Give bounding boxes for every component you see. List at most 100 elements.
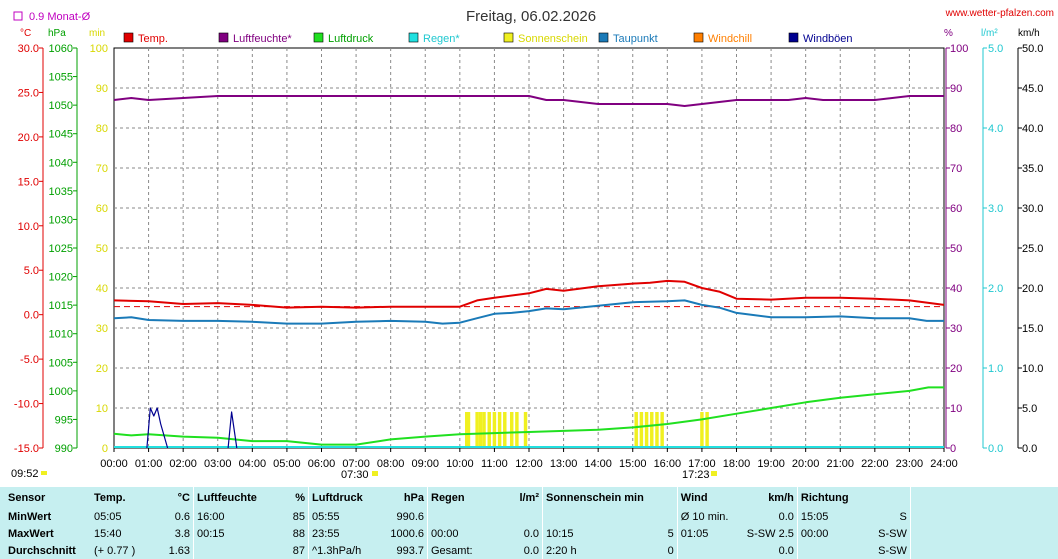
x-tick-label: 02:00 (169, 458, 197, 470)
rain-tick-label: 4.0 (988, 123, 1003, 135)
sunshine-bar (700, 412, 704, 448)
chart-title: Freitag, 06.02.2026 (466, 8, 596, 25)
stats-cell: 0.6 (174, 510, 190, 523)
legend-label: Windböen (803, 33, 853, 45)
sunshine-bar (465, 412, 471, 448)
humidity-tick-label: 100 (950, 43, 968, 55)
x-tick-label: 14:00 (584, 458, 612, 470)
x-tick-label: 16:00 (654, 458, 682, 470)
x-tick-label: 12:00 (515, 458, 543, 470)
legend-swatch (598, 32, 609, 43)
x-tick-label: 03:00 (204, 458, 232, 470)
x-tick-label: 05:00 (273, 458, 301, 470)
stats-cell: 10:15 (541, 525, 647, 542)
stats-cell: 0.0 (778, 510, 794, 523)
x-tick-label: 08:00 (377, 458, 405, 470)
temp-tick-label: 0.0 (24, 310, 39, 322)
unit-pressure: hPa (48, 28, 66, 39)
stats-cell: 1.63 (168, 544, 190, 557)
humidity-tick-label: 50 (950, 243, 962, 255)
sunshine-tick-label: 30 (96, 323, 108, 335)
stats-cell: S-SW (878, 527, 907, 540)
sunshine-bar (639, 412, 644, 448)
stats-cell: 5 (667, 527, 674, 540)
wind-tick-label: 50.0 (1022, 43, 1043, 55)
humidity-tick-label: 40 (950, 283, 962, 295)
rain-tick-label: 3.0 (988, 203, 1003, 215)
stats-cell: 00:15 (193, 525, 280, 542)
stats-cell: 15:40 (94, 527, 122, 540)
sunshine-bar (487, 412, 491, 448)
sunshine-bar (705, 412, 709, 448)
sunshine-bar (644, 412, 649, 448)
temp-tick-label: 5.0 (24, 265, 39, 277)
stats-header-wind: Wind (676, 487, 744, 508)
sunshine-bar (482, 412, 486, 448)
sunshine-tick-label: 70 (96, 163, 108, 175)
sunshine-bar (523, 412, 528, 448)
x-tick-label: 04:00 (239, 458, 267, 470)
stats-header-rain-unit: l/m² (519, 491, 539, 504)
stats-cell: 05:55 (308, 508, 375, 525)
x-tick-label: 13:00 (550, 458, 578, 470)
pressure-tick-label: 1030 (49, 214, 73, 226)
stats-cell: 0.0 (778, 544, 794, 557)
stats-header-temp: Temp. (94, 491, 126, 504)
pressure-tick-label: 1045 (49, 129, 73, 141)
humidity-tick-label: 0 (950, 443, 956, 455)
stats-table: Sensor Temp. °C Luftfeuchte % Luftdruck … (0, 487, 1049, 559)
pressure-tick-label: 1040 (49, 157, 73, 169)
sunshine-tick-label: 40 (96, 283, 108, 295)
humidity-series (113, 95, 944, 107)
wind-tick-label: 15.0 (1022, 323, 1043, 335)
stats-header-pressure-unit: hPa (403, 491, 424, 504)
temp-tick-label: -5.0 (20, 354, 39, 366)
x-tick-label: 22:00 (861, 458, 889, 470)
stats-header-humidity: Luftfeuchte (193, 487, 280, 508)
rain-tick-label: 1.0 (988, 363, 1003, 375)
x-tick-label: 19:00 (757, 458, 785, 470)
pressure-tick-label: 1025 (49, 243, 73, 255)
sunrise-icon (372, 471, 378, 476)
legend-swatch (218, 32, 229, 43)
pressure-tick-label: 1010 (49, 329, 73, 341)
x-tick-label: 17:00 (688, 458, 716, 470)
stats-row-min: MinWert 05:05 0.6 16:00 85 05:55 990.6 Ø… (0, 508, 1049, 525)
stats-header-direction-value (864, 487, 911, 508)
unit-wind: km/h (1018, 28, 1040, 39)
sunshine-tick-label: 0 (102, 443, 108, 455)
temp-tick-label: 20.0 (18, 132, 39, 144)
legend-swatch (313, 32, 324, 43)
x-tick-label: 21:00 (826, 458, 854, 470)
stats-cell: 85 (292, 510, 305, 523)
dewpoint-series (113, 299, 944, 325)
stats-cell: 0.0 (523, 544, 539, 557)
stats-cell: 23:55 (308, 525, 375, 542)
x-tick-label: 06:00 (308, 458, 336, 470)
sunshine-bar (509, 412, 514, 448)
x-tick-label: 18:00 (723, 458, 751, 470)
unit-percent: % (944, 28, 953, 39)
x-tick-label: 07:00 (342, 458, 370, 470)
sunshine-tick-label: 90 (96, 83, 108, 95)
stats-header-pressure: Luftdruck (308, 487, 375, 508)
stats-cell: 0.0 (523, 527, 539, 540)
stats-cell: MaxWert (8, 527, 54, 540)
legend-swatch (503, 32, 514, 43)
stats-cell: 990.6 (396, 510, 424, 523)
x-tick-label: 10:00 (446, 458, 474, 470)
stats-header-sunshine-unit (647, 487, 678, 508)
stats-cell (796, 542, 864, 559)
wind-tick-label: 10.0 (1022, 363, 1043, 375)
wind-tick-label: 0.0 (1022, 443, 1037, 455)
stats-cell: S-SW 2.5 (746, 527, 794, 540)
stats-panel: Sensor Temp. °C Luftfeuchte % Luftdruck … (0, 487, 1058, 559)
wind-tick-label: 20.0 (1022, 283, 1043, 295)
stats-cell: 2:20 h (541, 542, 647, 559)
temp-tick-label: 30.0 (18, 43, 39, 55)
update-time: 09:52 (11, 468, 39, 480)
sunshine-bar (634, 412, 638, 448)
humidity-tick-label: 30 (950, 323, 962, 335)
pressure-tick-label: 995 (55, 414, 73, 426)
stats-cell: 00:00 (427, 525, 498, 542)
